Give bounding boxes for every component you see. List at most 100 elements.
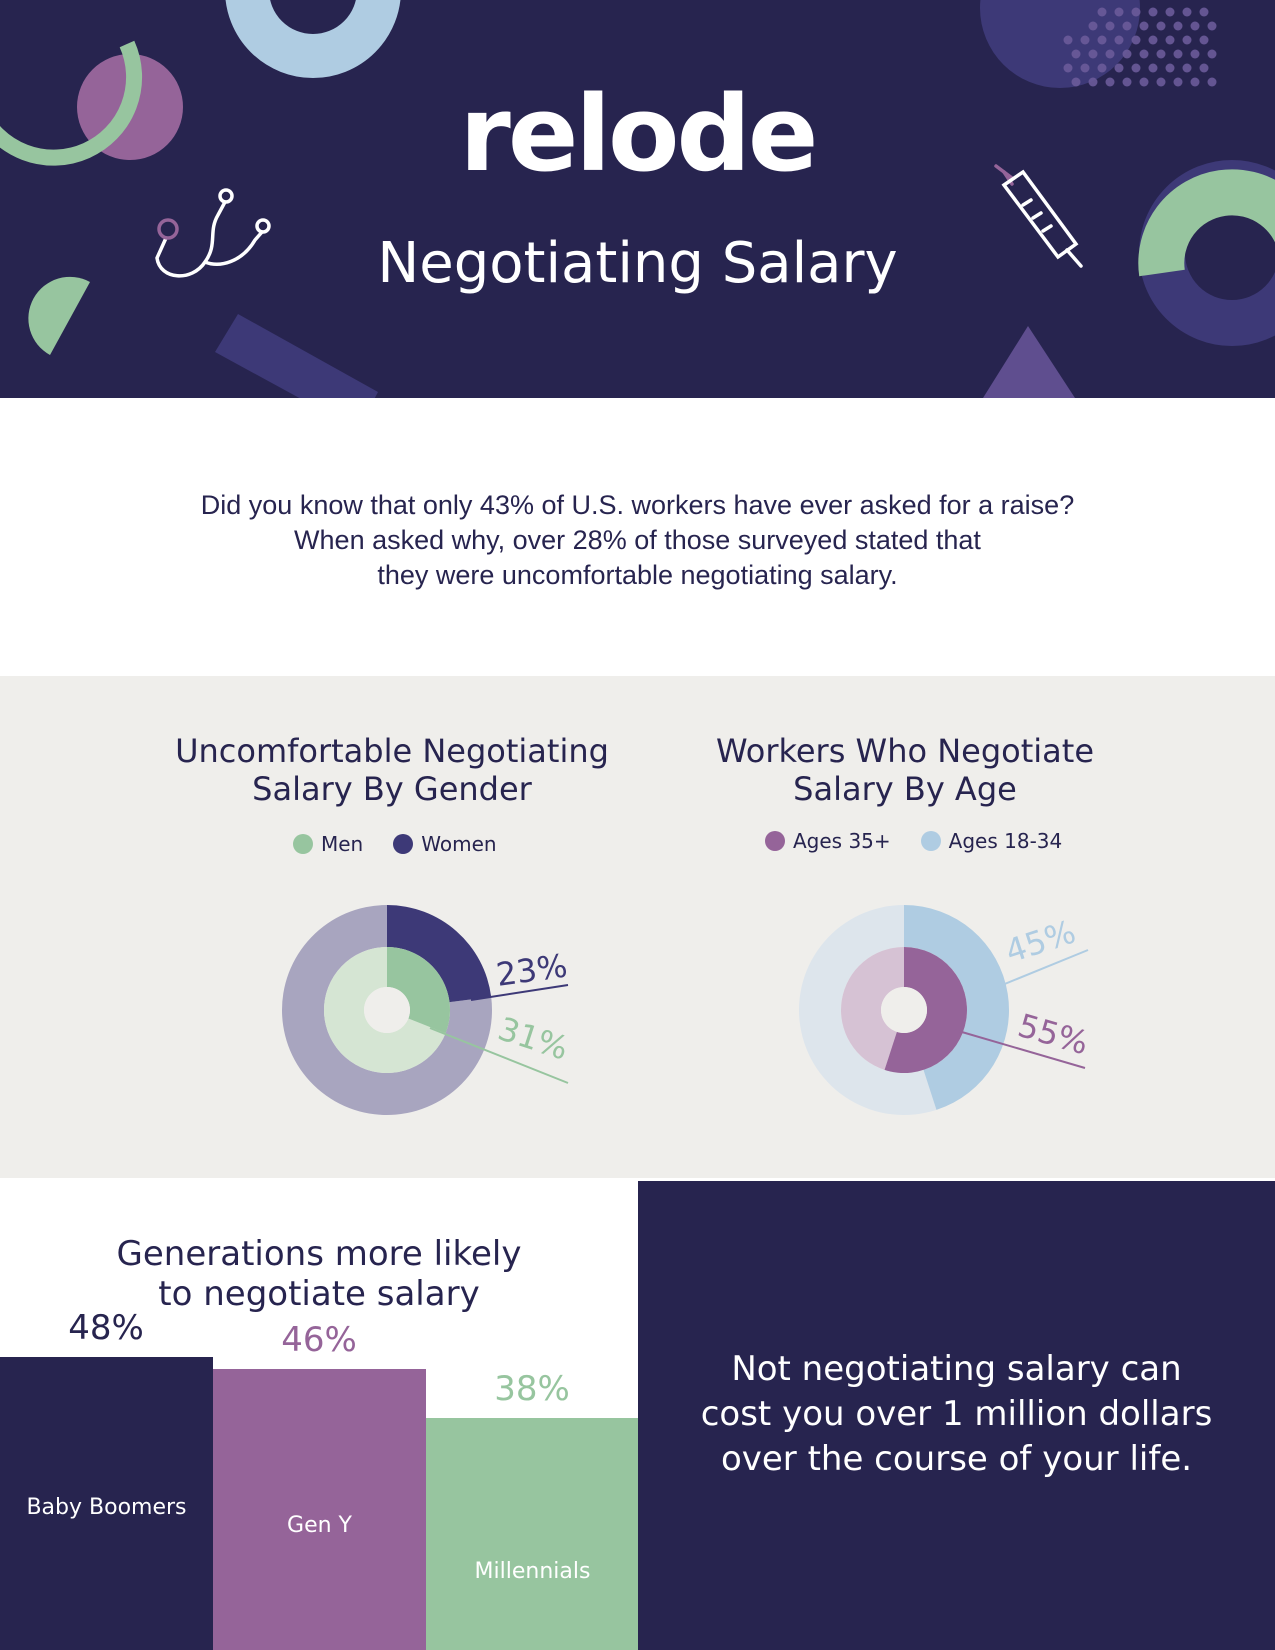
- bar: Millennials: [426, 1418, 639, 1650]
- decor-dot: [1114, 63, 1124, 73]
- callout-line: cost you over 1 million dollars: [700, 1394, 1213, 1434]
- bar-value-label: 38%: [494, 1369, 570, 1409]
- decor-dot: [1139, 77, 1149, 87]
- legend-item-women: Women: [393, 832, 497, 856]
- age-chart-legend: Ages 35+ Ages 18-34: [765, 829, 1092, 853]
- legend-item-ages-18-34: Ages 18-34: [920, 829, 1063, 853]
- decor-dot: [1114, 35, 1124, 45]
- generations-bar-chart: Baby Boomers 48% Gen Y 46% Millennials 38%: [0, 1300, 639, 1650]
- legend-label: Ages 18-34: [948, 829, 1063, 853]
- legend-swatch-men: [293, 834, 313, 854]
- callout-panel: Not negotiating salary can cost you over…: [638, 1181, 1275, 1650]
- decor-dot: [1199, 35, 1209, 45]
- decor-ring-top: [225, 0, 401, 78]
- donut-charts-section: [0, 676, 1275, 1178]
- syringe-icon: [994, 164, 1083, 268]
- intro-text: Did you know that only 43% of U.S. worke…: [150, 488, 1125, 593]
- decor-dot: [1071, 77, 1081, 87]
- decor-dot: [1097, 63, 1107, 73]
- decor-dot: [1182, 35, 1192, 45]
- decor-dot: [1131, 63, 1141, 73]
- decor-dot: [1165, 35, 1175, 45]
- decor-dot: [1182, 7, 1192, 17]
- decor-ring-right-green: [1138, 169, 1275, 277]
- bar: Baby Boomers: [0, 1357, 213, 1650]
- decor-dot: [1173, 21, 1183, 31]
- page-title: Negotiating Salary: [377, 231, 898, 296]
- decor-dot: [1148, 63, 1158, 73]
- decor-dot: [1207, 21, 1217, 31]
- decor-dot: [1148, 7, 1158, 17]
- callout-line: over the course of your life.: [720, 1439, 1193, 1479]
- legend-item-ages-35-plus: Ages 35+: [765, 829, 891, 853]
- decor-dot: [1122, 21, 1132, 31]
- gender-chart-title: Uncomfortable Negotiating Salary By Gend…: [152, 732, 632, 808]
- decor-dot: [1122, 77, 1132, 87]
- decor-dot: [1173, 77, 1183, 87]
- decor-dots: [1063, 7, 1217, 87]
- decor-dot: [1063, 35, 1073, 45]
- decor-dot: [1165, 7, 1175, 17]
- callout-text: Not negotiating salary can cost you over…: [638, 1347, 1275, 1482]
- legend-label: Men: [321, 832, 364, 856]
- decor-dot: [1207, 77, 1217, 87]
- intro-line: Did you know that only 43% of U.S. worke…: [200, 490, 1075, 520]
- decor-dot: [1097, 7, 1107, 17]
- decor-dot: [1097, 35, 1107, 45]
- decor-dot: [1190, 21, 1200, 31]
- header-banner: relode Negotiating Salary: [0, 0, 1275, 398]
- decor-dot: [1139, 21, 1149, 31]
- decor-dot: [1071, 49, 1081, 59]
- decor-dot: [1190, 49, 1200, 59]
- decor-dot: [1165, 63, 1175, 73]
- legend-swatch-women: [393, 834, 414, 854]
- chart-title-line: Generations more likely: [116, 1234, 522, 1274]
- decor-arc-green: [0, 40, 143, 166]
- decor-dot: [1105, 77, 1115, 87]
- bar-value-label: 48%: [68, 1308, 144, 1348]
- intro-line: When asked why, over 28% of those survey…: [294, 525, 981, 555]
- gender-chart-legend: Men Women: [293, 832, 527, 856]
- decor-triangle: [983, 326, 1075, 398]
- decor-dot: [1063, 63, 1073, 73]
- decor-dot: [1088, 77, 1098, 87]
- header-decoration: [0, 0, 1275, 398]
- decor-dot: [1182, 63, 1192, 73]
- decor-dot: [1156, 49, 1166, 59]
- bar-value-label: 46%: [281, 1320, 357, 1360]
- intro-line: they were uncomfortable negotiating sala…: [377, 560, 898, 590]
- legend-swatch-ages-18-34: [920, 831, 941, 851]
- decor-dot: [1105, 49, 1115, 59]
- legend-item-men: Men: [293, 832, 363, 856]
- legend-swatch-ages-35-plus: [765, 831, 785, 851]
- decor-dot: [1114, 7, 1124, 17]
- chart-title-line: to negotiate salary: [158, 1274, 480, 1314]
- stethoscope-icon: [155, 188, 271, 278]
- decor-dot: [1190, 77, 1200, 87]
- decor-dot: [1156, 77, 1166, 87]
- decor-dot: [1131, 35, 1141, 45]
- chart-title-line: Uncomfortable Negotiating: [175, 732, 609, 770]
- decor-dot: [1139, 49, 1149, 59]
- decor-dot: [1148, 35, 1158, 45]
- bar-category-label: Baby Boomers: [26, 1495, 187, 1520]
- chart-title-line: Salary By Gender: [252, 770, 532, 808]
- decor-dot: [1088, 21, 1098, 31]
- bar-category-label: Millennials: [474, 1559, 591, 1584]
- decor-dot: [1156, 21, 1166, 31]
- chart-title-line: Salary By Age: [793, 770, 1017, 808]
- decor-bar-indigo: [215, 314, 378, 398]
- legend-label: Women: [421, 832, 497, 856]
- bar: Gen Y: [213, 1369, 426, 1650]
- decor-dot: [1173, 49, 1183, 59]
- decor-dot: [1105, 21, 1115, 31]
- generations-chart-title: Generations more likely to negotiate sal…: [0, 1234, 638, 1314]
- decor-dot: [1199, 63, 1209, 73]
- brand-logo: relode: [459, 73, 819, 195]
- bar-category-label: Gen Y: [287, 1513, 352, 1538]
- decor-half-circle: [28, 276, 91, 355]
- callout-line: Not negotiating salary can: [731, 1349, 1182, 1389]
- decor-dot: [1080, 35, 1090, 45]
- age-chart-title: Workers Who Negotiate Salary By Age: [665, 732, 1145, 808]
- legend-label: Ages 35+: [793, 829, 891, 853]
